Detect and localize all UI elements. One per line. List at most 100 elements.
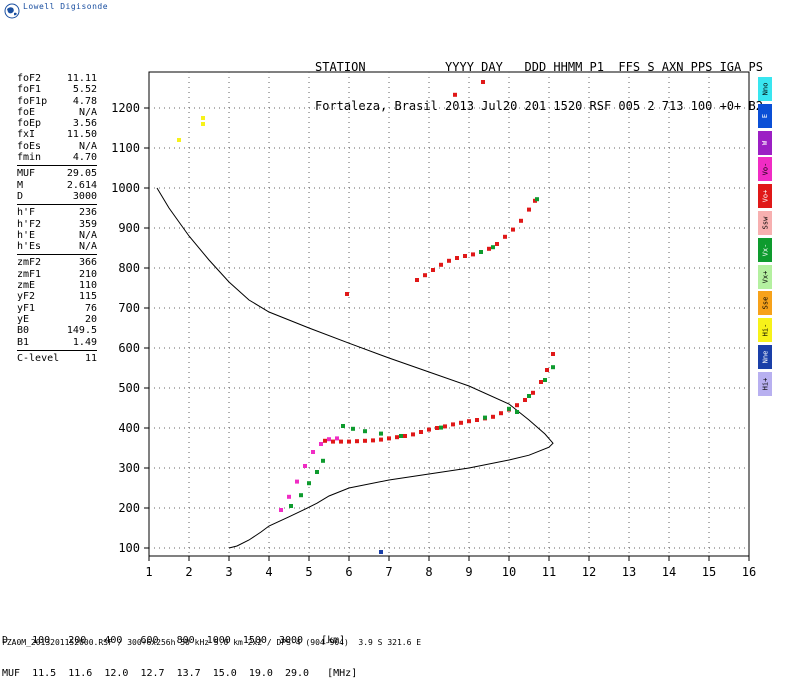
param-value: 4.70 [72, 152, 97, 164]
param-value: 366 [78, 257, 97, 269]
param-row: yF1 76 [17, 303, 97, 314]
param-name: h'F [17, 207, 36, 219]
legend-label: Vx- [761, 243, 769, 257]
legend-swatch-e: E [758, 103, 772, 128]
param-name: yE [17, 313, 30, 325]
param-row: foE N/A [17, 107, 97, 118]
y-tick-label: 1200 [111, 101, 140, 115]
param-name: zmF1 [17, 268, 42, 280]
param-name: foEs [17, 140, 42, 152]
legend-swatch-vx: Vx+ [758, 264, 772, 289]
param-value: 4.78 [72, 95, 97, 107]
plot-frame [148, 71, 750, 557]
echo-point [515, 410, 519, 414]
echo-point [499, 411, 503, 416]
param-row: foF1p 4.78 [17, 96, 97, 107]
legend-label: E [761, 113, 769, 118]
header-labels: STATION YYYY DAY DDD HHMM P1 FFS S AXN P… [315, 60, 763, 74]
y-tick-label: 700 [118, 301, 140, 315]
muf-row: MUF 11.5 11.6 12.0 12.7 13.7 15.0 19.0 2… [2, 668, 358, 679]
param-row: h'F 236 [17, 207, 97, 218]
ionogram-chart: 1 2 3 4 5 6 7 8 9 10 11 12 13 14 15 1610020030040050060… [111, 71, 756, 579]
param-value: N/A [78, 106, 97, 118]
echo-point [379, 550, 383, 554]
echo-point [311, 450, 315, 454]
param-separator [17, 254, 97, 256]
x-tick-label: 12 [582, 565, 596, 579]
param-value: 149.5 [66, 325, 97, 337]
param-value: 359 [78, 218, 97, 230]
echo-point [279, 508, 283, 512]
param-value: N/A [78, 140, 97, 152]
echo-point [459, 420, 463, 425]
profile-curve [156, 187, 554, 549]
echo-point [515, 403, 519, 408]
param-name: foE [17, 106, 36, 118]
x-tick-label: 5 [305, 565, 312, 579]
param-name: foF1 [17, 84, 42, 96]
y-tick-label: 400 [118, 421, 140, 435]
echo-point [395, 435, 399, 440]
echo-point [347, 439, 351, 444]
x-tick-label: 6 [345, 565, 352, 579]
param-row: fmin 4.70 [17, 152, 97, 163]
x-tick-label: 14 [662, 565, 676, 579]
legend-label: Nno [761, 82, 769, 96]
echo-point [455, 256, 459, 260]
param-name: foF2 [17, 73, 42, 84]
legend-label: Nne [761, 350, 769, 364]
echo-point [467, 419, 471, 424]
echo-point [527, 207, 531, 212]
echo-point [363, 438, 367, 443]
echo-point [379, 437, 383, 442]
param-row: MUF 29.05 [17, 168, 97, 179]
legend-swatch-vo: Vo- [758, 157, 772, 182]
param-separator [17, 349, 97, 351]
param-row: C-level 11 [17, 353, 97, 364]
param-name: foEp [17, 118, 42, 130]
echo-point [419, 430, 423, 434]
param-name: C-level [17, 352, 60, 364]
muf-distance-table: D 100 200 400 600 800 1000 1500 3000 [km… [2, 613, 357, 690]
echo-point [379, 431, 383, 436]
param-separator [17, 165, 97, 167]
param-value: 236 [78, 207, 97, 219]
legend-label: Hi+ [761, 377, 769, 391]
echo-point [481, 80, 485, 84]
param-row: foF2 11.11 [17, 73, 97, 84]
echo-point [447, 258, 451, 263]
echo-point [387, 436, 391, 441]
param-row: D 3000 [17, 191, 97, 202]
param-name: M [17, 179, 24, 191]
echo-point [339, 439, 343, 444]
echo-point [453, 92, 457, 97]
param-row: zmE 110 [17, 280, 97, 291]
echo-point [403, 434, 407, 438]
param-value: 20 [84, 313, 97, 325]
echo-point [431, 268, 435, 272]
echo-point [307, 481, 311, 486]
y-tick-label: 1100 [111, 141, 140, 155]
echo-point [551, 352, 555, 356]
param-value: 3.56 [72, 118, 97, 130]
y-tick-label: 900 [118, 221, 140, 235]
param-row: foF1 5.52 [17, 84, 97, 95]
param-name: h'E [17, 229, 36, 241]
file-info-footer: FZA0M_2013201152000.RSF / 300+6x256h 50 … [2, 638, 422, 647]
param-name: fxI [17, 129, 36, 141]
echo-point [527, 394, 531, 398]
echo-point [491, 414, 495, 419]
legend-swatch-sse: Sse [758, 291, 772, 316]
legend-swatch-w: W [758, 130, 772, 155]
param-value: 76 [84, 302, 97, 314]
echo-point [491, 245, 495, 250]
param-row: h'F2 359 [17, 219, 97, 230]
echo-point [415, 278, 419, 282]
param-row: h'Es N/A [17, 241, 97, 252]
x-tick-label: 13 [622, 565, 636, 579]
echo-point [427, 427, 431, 432]
y-tick-label: 500 [118, 381, 140, 395]
legend-label: Sse [761, 297, 769, 310]
y-tick-label: 1000 [111, 181, 140, 195]
echo-point [327, 437, 331, 442]
